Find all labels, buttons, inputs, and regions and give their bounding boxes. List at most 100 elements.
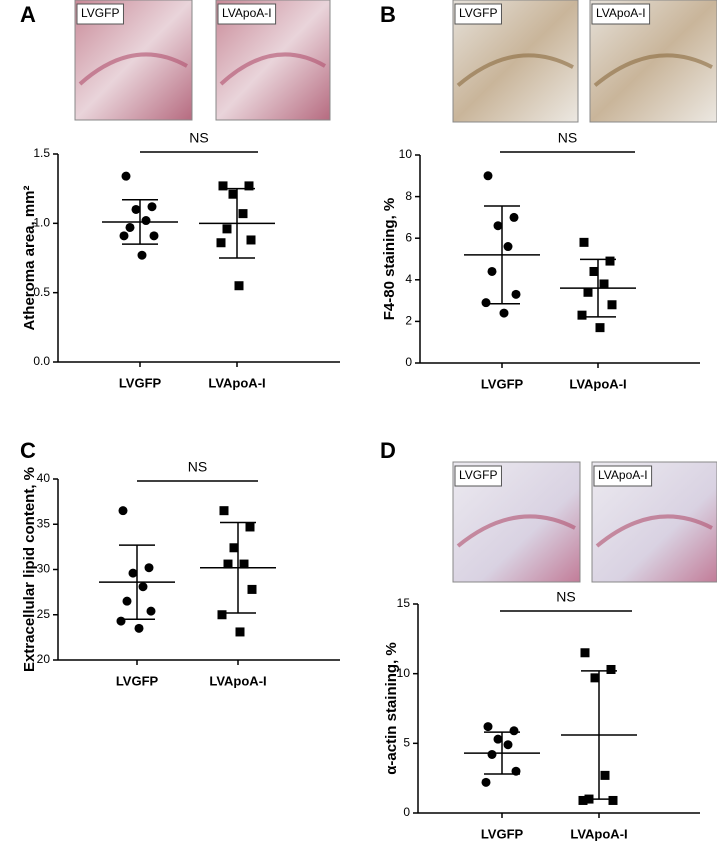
y-tick-label: 1.0	[33, 216, 50, 230]
data-point	[511, 289, 521, 299]
y-axis-label: F4-80 staining, %	[381, 198, 398, 321]
data-point	[146, 606, 156, 616]
y-tick-label: 20	[37, 652, 51, 666]
data-point	[119, 231, 129, 241]
y-tick-label: 0	[405, 355, 412, 369]
y-tick-label: 4	[405, 272, 412, 286]
significance-label: NS	[188, 459, 207, 475]
data-point	[483, 722, 493, 732]
data-point	[118, 506, 128, 516]
panel-letter: D	[380, 438, 396, 463]
y-tick-label: 2	[405, 314, 412, 328]
data-point	[590, 673, 600, 683]
data-point	[245, 522, 255, 532]
data-point	[481, 777, 491, 787]
data-point	[122, 596, 132, 606]
y-tick-label: 10	[397, 666, 411, 680]
data-point	[222, 224, 232, 234]
data-point	[589, 266, 599, 276]
x-tick-label: LVGFP	[481, 376, 524, 391]
image-label: LVGFP	[81, 6, 119, 20]
data-point	[481, 298, 491, 308]
data-point	[607, 300, 617, 310]
y-tick-label: 30	[37, 562, 51, 576]
data-point	[228, 189, 238, 199]
x-tick-label: LVApoA-I	[569, 376, 626, 391]
x-tick-label: LVGFP	[116, 673, 159, 688]
data-point	[234, 281, 244, 291]
x-tick-label: LVGFP	[119, 375, 162, 390]
image-label: LVGFP	[459, 468, 497, 482]
image-label: LVApoA-I	[598, 468, 648, 482]
y-axis-label: Extracellular lipid content, %	[21, 467, 38, 672]
image-label-box	[76, 3, 124, 25]
data-point	[577, 310, 587, 320]
data-point	[235, 627, 245, 637]
y-tick-label: 40	[37, 471, 51, 485]
significance-label: NS	[558, 130, 577, 146]
image-label-box	[591, 3, 651, 25]
data-point	[511, 766, 521, 776]
data-point	[244, 181, 254, 191]
image-label-box	[454, 465, 502, 487]
image-label: LVGFP	[459, 6, 497, 20]
x-tick-label: LVApoA-I	[208, 375, 265, 390]
data-point	[509, 212, 519, 222]
y-tick-label: 0.5	[33, 285, 50, 299]
tissue-contour	[595, 514, 713, 548]
data-point	[493, 221, 503, 231]
panel-letter: A	[20, 2, 36, 27]
data-point	[509, 726, 519, 736]
data-point	[503, 242, 513, 252]
tissue-contour	[456, 53, 574, 87]
y-axis-label: Atheroma area, mm²	[21, 185, 38, 330]
data-point	[503, 740, 513, 750]
data-point	[499, 308, 509, 318]
data-point	[219, 506, 229, 516]
tissue-contour	[593, 53, 713, 87]
x-tick-label: LVApoA-I	[209, 673, 266, 688]
data-point	[599, 279, 609, 289]
significance-label: NS	[189, 130, 208, 146]
y-tick-label: 0	[403, 805, 410, 819]
data-point	[483, 171, 493, 181]
y-tick-label: 1.5	[33, 146, 50, 160]
data-point	[141, 216, 151, 226]
image-label-box	[593, 465, 653, 487]
data-point	[583, 287, 593, 297]
data-point	[487, 266, 497, 276]
y-tick-label: 15	[397, 596, 411, 610]
x-tick-label: LVApoA-I	[570, 826, 627, 841]
y-tick-label: 25	[37, 607, 51, 621]
tissue-contour	[456, 514, 576, 548]
data-point	[246, 235, 256, 245]
y-tick-label: 8	[405, 189, 412, 203]
data-point	[606, 664, 616, 674]
y-tick-label: 6	[405, 230, 412, 244]
data-point	[121, 171, 131, 181]
image-label: LVApoA-I	[596, 6, 646, 20]
data-point	[239, 559, 249, 569]
y-tick-label: 0.0	[33, 354, 50, 368]
data-point	[144, 563, 154, 573]
data-point	[134, 623, 144, 633]
data-point	[600, 770, 610, 780]
data-point	[584, 794, 594, 804]
data-point	[147, 202, 157, 212]
panel-letter: C	[20, 438, 36, 463]
y-tick-label: 35	[37, 516, 51, 530]
data-point	[493, 734, 503, 744]
data-point	[487, 749, 497, 759]
data-point	[608, 795, 618, 805]
panel-letter: B	[380, 2, 396, 27]
data-point	[578, 795, 588, 805]
data-point	[138, 582, 148, 592]
tissue-contour	[78, 52, 188, 86]
image-label: LVApoA-I	[222, 6, 272, 20]
image-label-box	[217, 3, 277, 25]
data-point	[580, 648, 590, 658]
data-point	[131, 204, 141, 214]
y-tick-label: 5	[403, 736, 410, 750]
data-point	[137, 250, 147, 260]
